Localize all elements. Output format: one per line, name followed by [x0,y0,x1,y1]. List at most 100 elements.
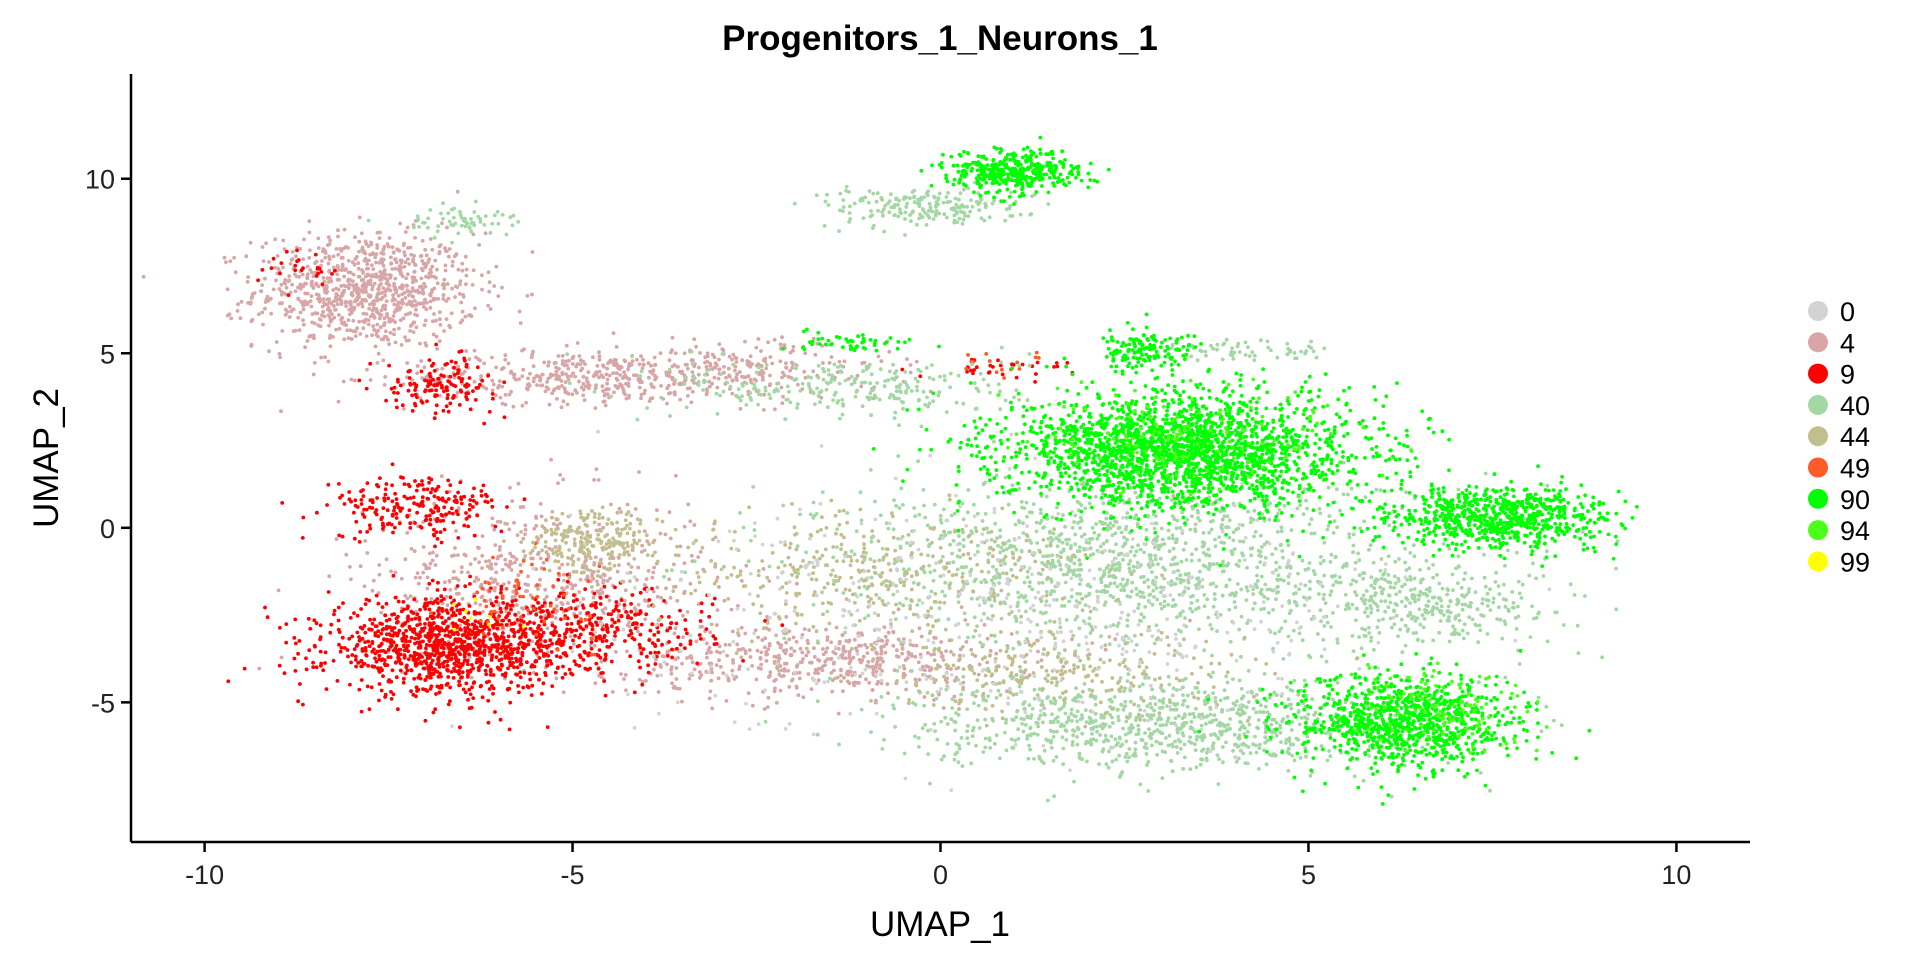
data-point [649,363,653,368]
data-point [635,621,639,626]
data-point [519,635,523,639]
data-point [528,593,533,598]
data-point [495,519,500,524]
data-point [717,342,722,347]
data-point [584,376,589,381]
data-point [342,283,346,288]
data-point [670,655,674,660]
data-point [408,521,413,526]
data-point [548,638,553,643]
data-point [428,627,433,632]
data-point [427,271,432,276]
data-point [442,277,447,282]
data-point [435,588,440,592]
data-point [516,583,521,587]
data-point [559,378,564,383]
data-point [334,296,339,301]
data-point [754,370,759,375]
data-point [452,254,457,259]
data-point [405,606,410,611]
data-point [720,347,725,351]
data-point [398,383,403,388]
data-point [487,588,492,593]
data-point [427,358,432,362]
data-point [831,661,836,666]
data-point [408,594,413,599]
data-point [514,377,518,382]
data-point [557,639,562,643]
data-point [541,681,546,686]
data-point [451,610,456,615]
data-point [382,498,387,503]
data-point [245,280,250,284]
data-point [384,557,389,562]
data-point [500,213,505,217]
data-point [813,667,818,672]
data-point [507,392,512,397]
data-point [867,362,872,367]
data-point [328,630,333,635]
data-point [325,503,329,507]
data-point [512,372,517,377]
data-point [598,655,603,660]
data-point [510,223,515,228]
data-point [747,648,752,652]
data-point [338,298,343,302]
data-point [261,259,266,263]
data-point [500,384,504,389]
data-point [804,653,809,658]
data-point [334,286,339,291]
data-point [391,314,396,318]
data-point [507,611,511,616]
data-point [817,666,822,671]
data-point [526,583,530,587]
data-point [394,497,399,501]
data-point [381,526,385,531]
data-point [788,368,792,373]
data-point [478,220,483,224]
data-point [387,342,391,347]
data-point [546,363,550,368]
data-point [402,643,406,648]
data-point [357,378,362,383]
data-point [260,283,265,287]
data-point [489,601,494,606]
data-point [470,663,474,667]
data-point [499,529,504,534]
data-point [441,216,445,221]
data-point [354,283,359,288]
data-point [296,285,300,290]
data-point [860,361,865,366]
data-point [1055,364,1060,369]
data-point [632,637,637,642]
data-point [430,658,435,663]
data-point [887,349,892,354]
data-point [650,586,654,591]
data-point [242,666,247,671]
data-point [520,645,525,649]
data-point [545,594,549,599]
data-point [698,550,703,554]
data-point [393,491,397,496]
data-point [444,654,449,659]
data-point [578,577,583,582]
data-point [669,671,674,676]
data-point [504,232,509,237]
data-point [843,649,848,654]
data-point [509,607,513,612]
data-point [556,481,560,486]
data-point [904,389,908,393]
data-point [248,240,253,245]
data-point [936,393,941,398]
data-point [336,252,341,257]
data-point [565,374,570,379]
data-point [380,515,384,520]
data-point [393,285,397,290]
data-point [479,582,484,587]
data-point [504,606,509,610]
data-point [337,642,341,647]
data-point [433,563,438,567]
data-point [449,506,454,511]
data-point [359,278,364,283]
data-point [704,627,709,631]
